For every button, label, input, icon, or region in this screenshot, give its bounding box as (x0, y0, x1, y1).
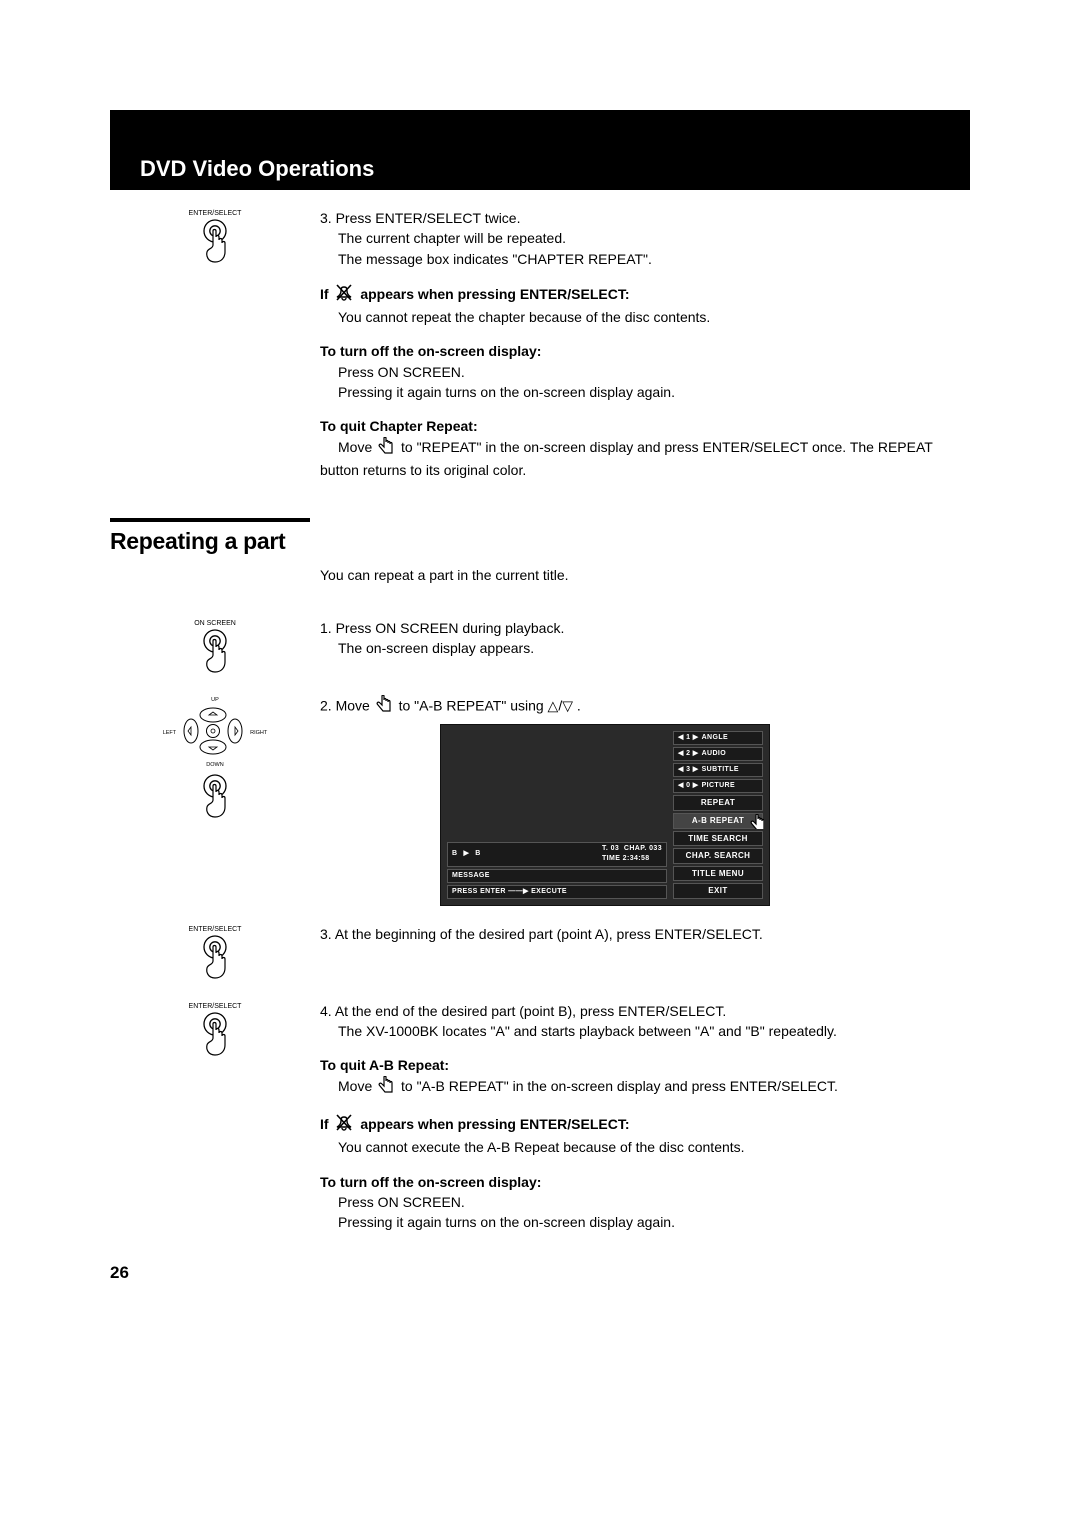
icon-enter-select: ENTER/SELECT (110, 924, 320, 983)
osd-subtitle: ◀ 3 ▶SUBTITLE (673, 763, 763, 777)
direction-pad-icon (178, 705, 248, 762)
osd-message-bar: MESSAGE (447, 869, 667, 883)
icon-dir-pad: UP LEFT RIGHT DOWN (110, 695, 320, 822)
osd-ab-repeat: A-B REPEAT (673, 813, 763, 829)
osd-time-search: TIME SEARCH (673, 831, 763, 847)
quit-block: To quit Chapter Repeat: Move to "REPEAT"… (320, 416, 970, 480)
osd-chap-search: CHAP. SEARCH (673, 848, 763, 864)
hand-cursor-icon (378, 437, 395, 460)
section-title: Repeating a part (110, 528, 970, 555)
osd-angle: ◀ 1 ▶ANGLE (673, 731, 763, 745)
turnoff-block: To turn off the on-screen display: Press… (320, 341, 970, 402)
icon-label: ENTER/SELECT (189, 210, 242, 217)
prohibit-icon (334, 1113, 354, 1137)
step-1: 1. Press ON SCREEN during playback. The … (320, 618, 970, 659)
step-2: 2. Move to "A-B REPEAT" using △/▽ . (320, 695, 970, 718)
osd-status-bar: B▶B T. 03 CHAP. 033TIME 2:34:58 (447, 842, 667, 866)
icon-on-screen: ON SCREEN (110, 618, 320, 677)
press-finger-icon (195, 774, 235, 822)
hand-cursor-icon (750, 814, 764, 833)
osd-picture: ◀ 0 ▶PICTURE (673, 779, 763, 793)
step-3: 3. Press ENTER/SELECT twice. The current… (320, 208, 970, 269)
press-finger-icon (195, 1012, 235, 1060)
section2-intro: You can repeat a part in the current tit… (320, 565, 970, 585)
icon-enter-select: ENTER/SELECT (110, 208, 320, 267)
page-content: ENTER/SELECT 3. Press ENTER/SELECT twice… (110, 208, 970, 1265)
icon-enter-select: ENTER/SELECT (110, 1001, 320, 1060)
page-title: DVD Video Operations (140, 156, 374, 182)
hand-cursor-icon (378, 1076, 395, 1099)
header-band: DVD Video Operations (110, 110, 970, 190)
hand-cursor-icon (376, 695, 393, 718)
if-block: If appears when pressing ENTER/SELECT: Y… (320, 283, 970, 328)
osd-message-text: PRESS ENTER ——▶ EXECUTE (447, 885, 667, 899)
press-finger-icon (195, 935, 235, 983)
press-finger-icon (195, 219, 235, 267)
step-3b: 3. At the beginning of the desired part … (320, 924, 970, 944)
osd-screenshot: ◀ 1 ▶ANGLE ◀ 2 ▶AUDIO ◀ 3 ▶SUBTITLE ◀ 0 … (440, 724, 770, 906)
section-rule (110, 518, 310, 522)
prohibit-icon (334, 283, 354, 307)
if2-block: If appears when pressing ENTER/SELECT: Y… (320, 1113, 970, 1158)
quit-ab-block: To quit A-B Repeat: Move to "A-B REPEAT"… (320, 1055, 970, 1099)
step-4: 4. At the end of the desired part (point… (320, 1001, 970, 1042)
press-finger-icon (195, 629, 235, 677)
osd-exit: EXIT (673, 883, 763, 899)
osd-title-menu: TITLE MENU (673, 866, 763, 882)
osd-repeat: REPEAT (673, 795, 763, 811)
osd-audio: ◀ 2 ▶AUDIO (673, 747, 763, 761)
page-number: 26 (110, 1263, 129, 1283)
icon-label: ON SCREEN (194, 620, 236, 627)
turnoff2-block: To turn off the on-screen display: Press… (320, 1172, 970, 1233)
